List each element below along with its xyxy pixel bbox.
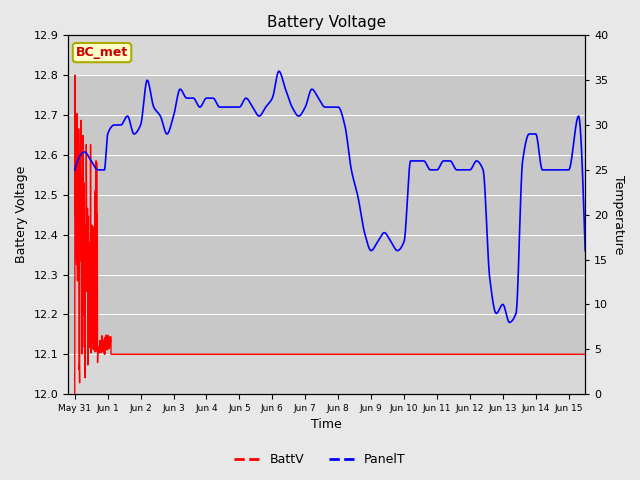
Bar <box>68 75 585 354</box>
Legend: BattV, PanelT: BattV, PanelT <box>229 448 411 471</box>
Y-axis label: Temperature: Temperature <box>612 175 625 254</box>
X-axis label: Time: Time <box>311 419 342 432</box>
Text: BC_met: BC_met <box>76 46 128 59</box>
Title: Battery Voltage: Battery Voltage <box>267 15 386 30</box>
Y-axis label: Battery Voltage: Battery Voltage <box>15 166 28 264</box>
